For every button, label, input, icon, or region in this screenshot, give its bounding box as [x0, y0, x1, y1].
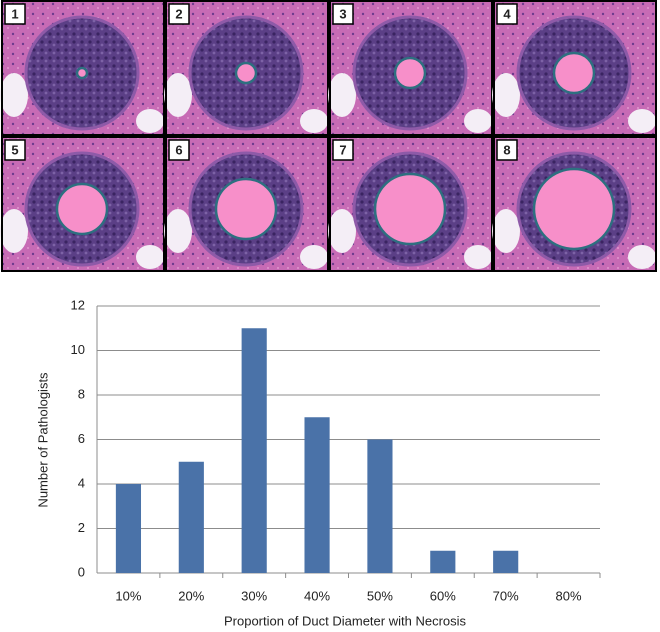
bar — [241, 328, 267, 573]
fat-cell — [492, 209, 520, 253]
fat-cell — [300, 245, 328, 269]
panel-border — [1, 136, 165, 272]
fat-cell — [164, 209, 192, 253]
x-tick-label: 40% — [304, 588, 330, 603]
fat-cell — [328, 209, 356, 253]
y-tick-label: 6 — [78, 431, 85, 446]
panel-label: 4 — [503, 6, 511, 21]
panel-label: 1 — [11, 6, 18, 21]
fat-cell — [0, 73, 28, 117]
y-tick-label: 10 — [71, 342, 85, 357]
panel-label-box — [168, 3, 190, 25]
necrosis — [214, 177, 278, 241]
y-tick-label: 12 — [71, 297, 85, 312]
y-tick-label: 4 — [78, 475, 85, 490]
panel-border — [165, 136, 329, 272]
panel-label: 2 — [175, 6, 182, 21]
necrosis — [234, 61, 258, 85]
panels: 1 2 3 4 5 6 7 8 — [0, 0, 657, 272]
fat-cell — [164, 73, 192, 117]
y-tick-label: 8 — [78, 386, 85, 401]
fat-cell — [464, 245, 492, 269]
x-tick-label: 80% — [556, 588, 582, 603]
bar — [367, 439, 393, 573]
bar — [115, 484, 142, 573]
x-tick-label: 70% — [493, 588, 519, 603]
y-axis-label: Number of Pathologists — [35, 372, 50, 508]
panel-border — [493, 136, 657, 272]
bar — [178, 461, 204, 573]
panel-label: 7 — [339, 142, 346, 157]
fat-cell — [300, 109, 328, 133]
necrosis — [552, 51, 596, 95]
bar — [430, 550, 456, 573]
x-tick-label: 30% — [241, 588, 267, 603]
fat-cell — [136, 109, 164, 133]
x-tick-label: 20% — [178, 588, 204, 603]
panel-label: 3 — [339, 6, 346, 21]
panel-label-box — [332, 139, 354, 161]
fat-cell — [628, 245, 656, 269]
panel-label-box — [4, 3, 26, 25]
panel-border — [329, 0, 493, 136]
panel-label: 8 — [503, 142, 510, 157]
panel-label-box — [168, 139, 190, 161]
necrosis — [393, 56, 427, 90]
fat-cell — [492, 73, 520, 117]
panel-label-box — [332, 3, 354, 25]
x-axis-label: Proportion of Duct Diameter with Necrosi… — [224, 613, 467, 628]
necrosis — [532, 167, 616, 251]
x-tick-label: 60% — [430, 588, 456, 603]
necrosis — [373, 172, 447, 246]
bar — [493, 550, 519, 573]
panel-label-box — [496, 3, 518, 25]
fat-cell — [328, 73, 356, 117]
fat-cell — [628, 109, 656, 133]
panel-label: 6 — [175, 142, 182, 157]
x-tick-label: 50% — [367, 588, 393, 603]
necrosis — [55, 182, 109, 236]
fat-cell — [0, 209, 28, 253]
y-tick-label: 2 — [78, 520, 85, 535]
panel-label: 5 — [11, 142, 18, 157]
x-tick-label: 10% — [115, 588, 141, 603]
panel-label-box — [496, 139, 518, 161]
y-tick-label: 0 — [78, 564, 85, 579]
panel-border — [493, 0, 657, 136]
panel-border — [165, 0, 329, 136]
necrosis — [75, 66, 89, 80]
fat-cell — [464, 109, 492, 133]
panel-border — [329, 136, 493, 272]
bar — [304, 417, 330, 573]
panel-border — [1, 0, 165, 136]
fat-cell — [136, 245, 164, 269]
panel-label-box — [4, 139, 26, 161]
